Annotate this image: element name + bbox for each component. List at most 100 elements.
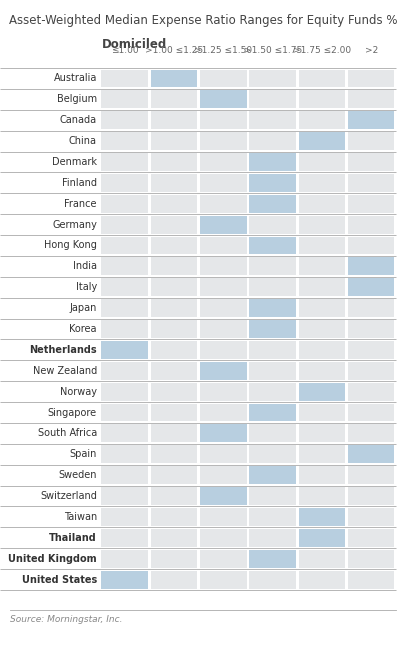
- Bar: [249, 278, 295, 296]
- Bar: [101, 236, 147, 255]
- Text: >1.25 ≤1.50: >1.25 ≤1.50: [194, 46, 252, 55]
- Bar: [298, 111, 344, 129]
- Bar: [347, 111, 394, 129]
- Text: France: France: [64, 199, 97, 209]
- Bar: [101, 257, 147, 275]
- Bar: [347, 257, 394, 275]
- Bar: [249, 299, 295, 317]
- Bar: [249, 383, 295, 401]
- Bar: [200, 403, 246, 422]
- Bar: [101, 195, 147, 213]
- Bar: [298, 90, 344, 109]
- Text: United States: United States: [22, 574, 97, 584]
- Bar: [101, 111, 147, 129]
- Bar: [298, 487, 344, 505]
- Bar: [101, 445, 147, 463]
- Bar: [200, 341, 246, 359]
- Bar: [249, 236, 295, 255]
- Bar: [249, 424, 295, 442]
- Bar: [249, 174, 295, 191]
- Bar: [298, 299, 344, 317]
- Bar: [200, 132, 246, 150]
- Bar: [151, 320, 197, 338]
- Bar: [101, 487, 147, 505]
- Bar: [347, 174, 394, 191]
- Bar: [347, 570, 394, 588]
- Bar: [151, 549, 197, 568]
- Bar: [347, 508, 394, 526]
- Bar: [298, 278, 344, 296]
- Bar: [249, 320, 295, 338]
- Bar: [200, 153, 246, 171]
- Text: Thailand: Thailand: [49, 533, 97, 543]
- Bar: [200, 257, 246, 275]
- Bar: [298, 257, 344, 275]
- Text: Denmark: Denmark: [52, 157, 97, 167]
- Bar: [151, 529, 197, 547]
- Bar: [249, 529, 295, 547]
- Bar: [151, 195, 197, 213]
- Bar: [249, 403, 295, 422]
- Bar: [249, 362, 295, 380]
- Bar: [249, 341, 295, 359]
- Bar: [151, 570, 197, 588]
- Bar: [151, 153, 197, 171]
- Bar: [151, 508, 197, 526]
- Bar: [298, 195, 344, 213]
- Bar: [249, 508, 295, 526]
- Text: Australia: Australia: [53, 74, 97, 84]
- Bar: [101, 362, 147, 380]
- Text: >1.50 ≤1.75: >1.50 ≤1.75: [243, 46, 301, 55]
- Bar: [200, 487, 246, 505]
- Text: New Zealand: New Zealand: [33, 366, 97, 376]
- Bar: [347, 132, 394, 150]
- Bar: [200, 236, 246, 255]
- Bar: [249, 153, 295, 171]
- Bar: [298, 153, 344, 171]
- Bar: [298, 216, 344, 234]
- Bar: [298, 467, 344, 484]
- Bar: [347, 487, 394, 505]
- Bar: [249, 70, 295, 88]
- Bar: [347, 529, 394, 547]
- Bar: [298, 383, 344, 401]
- Bar: [200, 195, 246, 213]
- Bar: [298, 320, 344, 338]
- Bar: [151, 487, 197, 505]
- Bar: [200, 549, 246, 568]
- Bar: [298, 424, 344, 442]
- Text: Spain: Spain: [69, 449, 97, 459]
- Bar: [151, 467, 197, 484]
- Bar: [347, 278, 394, 296]
- Bar: [200, 111, 246, 129]
- Bar: [249, 570, 295, 588]
- Bar: [347, 403, 394, 422]
- Bar: [151, 257, 197, 275]
- Bar: [347, 320, 394, 338]
- Bar: [347, 153, 394, 171]
- Bar: [347, 467, 394, 484]
- Bar: [151, 341, 197, 359]
- Bar: [347, 195, 394, 213]
- Bar: [200, 320, 246, 338]
- Text: Canada: Canada: [60, 115, 97, 125]
- Bar: [249, 467, 295, 484]
- Text: India: India: [73, 261, 97, 271]
- Text: Sweden: Sweden: [58, 470, 97, 480]
- Text: Domiciled: Domiciled: [102, 38, 167, 51]
- Bar: [200, 529, 246, 547]
- Text: Japan: Japan: [69, 303, 97, 313]
- Bar: [249, 445, 295, 463]
- Bar: [347, 90, 394, 109]
- Bar: [151, 362, 197, 380]
- Bar: [151, 278, 197, 296]
- Bar: [347, 236, 394, 255]
- Bar: [151, 70, 197, 88]
- Bar: [101, 570, 147, 588]
- Bar: [347, 341, 394, 359]
- Text: Netherlands: Netherlands: [29, 345, 97, 355]
- Bar: [101, 424, 147, 442]
- Bar: [298, 570, 344, 588]
- Bar: [347, 445, 394, 463]
- Text: Asset-Weighted Median Expense Ratio Ranges for Equity Funds %: Asset-Weighted Median Expense Ratio Rang…: [9, 14, 396, 27]
